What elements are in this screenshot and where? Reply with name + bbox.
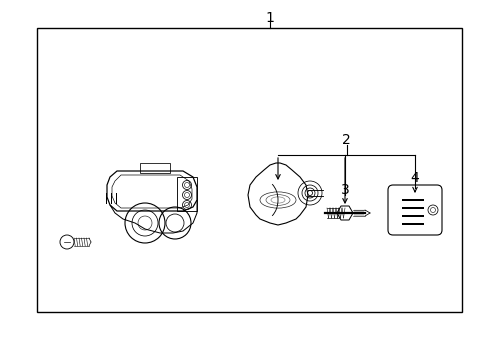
Text: 2: 2	[342, 133, 350, 147]
Bar	[177, 177, 197, 211]
Bar	[140, 163, 170, 173]
Text: 1: 1	[265, 11, 274, 25]
Bar	[37, 28, 461, 312]
Text: 4: 4	[410, 171, 419, 185]
Text: 3: 3	[340, 183, 348, 197]
